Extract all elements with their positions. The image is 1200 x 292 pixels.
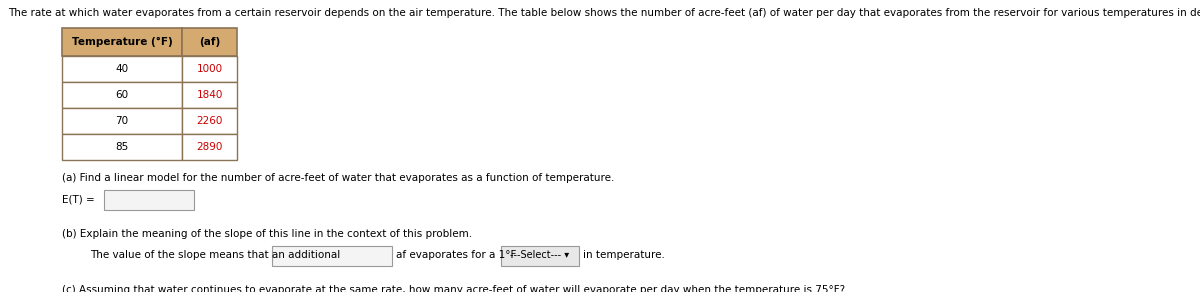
Bar	[182, 82, 238, 108]
Text: The value of the slope means that an additional: The value of the slope means that an add…	[90, 250, 341, 260]
Text: Temperature (°F): Temperature (°F)	[72, 37, 173, 47]
Text: The rate at which water evaporates from a certain reservoir depends on the air t: The rate at which water evaporates from …	[8, 8, 1200, 18]
Bar	[62, 82, 182, 108]
Text: 2890: 2890	[197, 142, 223, 152]
Text: af evaporates for a 1°F: af evaporates for a 1°F	[396, 250, 516, 260]
Bar	[182, 134, 238, 160]
Text: E(T) =: E(T) =	[62, 194, 95, 204]
Bar	[62, 56, 182, 82]
Bar	[62, 108, 182, 134]
Bar	[502, 246, 580, 266]
Bar	[104, 190, 194, 210]
Bar	[272, 246, 392, 266]
Text: (c) Assuming that water continues to evaporate at the same rate, how many acre-f: (c) Assuming that water continues to eva…	[62, 285, 845, 292]
Text: 85: 85	[115, 142, 128, 152]
Text: 60: 60	[115, 90, 128, 100]
Text: 1840: 1840	[197, 90, 223, 100]
Text: ---Select--- ▾: ---Select--- ▾	[510, 250, 570, 260]
Text: (a) Find a linear model for the number of acre-feet of water that evaporates as : (a) Find a linear model for the number o…	[62, 173, 614, 183]
Text: 1000: 1000	[197, 64, 222, 74]
Text: 70: 70	[115, 116, 128, 126]
Text: (af): (af)	[199, 37, 220, 47]
Text: in temperature.: in temperature.	[583, 250, 665, 260]
Text: (b) Explain the meaning of the slope of this line in the context of this problem: (b) Explain the meaning of the slope of …	[62, 229, 472, 239]
Bar	[62, 28, 182, 56]
Text: 2260: 2260	[197, 116, 223, 126]
Bar	[62, 134, 182, 160]
Text: 40: 40	[115, 64, 128, 74]
Bar	[182, 108, 238, 134]
Bar	[182, 56, 238, 82]
Bar	[182, 28, 238, 56]
